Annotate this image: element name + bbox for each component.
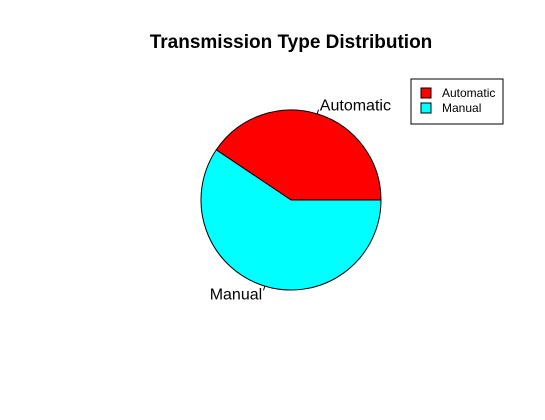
pie-slices xyxy=(200,109,382,291)
pie-slice-manual xyxy=(200,149,382,291)
chart-title: Transmission Type Distribution xyxy=(150,32,433,53)
pie-label-automatic: Automatic xyxy=(320,97,391,114)
legend-label-automatic: Automatic xyxy=(442,86,495,100)
legend-swatch-manual xyxy=(420,102,432,114)
pie-label-tick-manual xyxy=(263,285,266,291)
legend-box xyxy=(410,78,504,125)
legend-swatch-automatic xyxy=(420,87,432,99)
pie-label-tick-automatic xyxy=(316,109,319,115)
pie-label-manual: Manual xyxy=(210,287,262,304)
legend-label-manual: Manual xyxy=(442,101,481,115)
pie-labels: Automatic Manual xyxy=(210,97,391,303)
